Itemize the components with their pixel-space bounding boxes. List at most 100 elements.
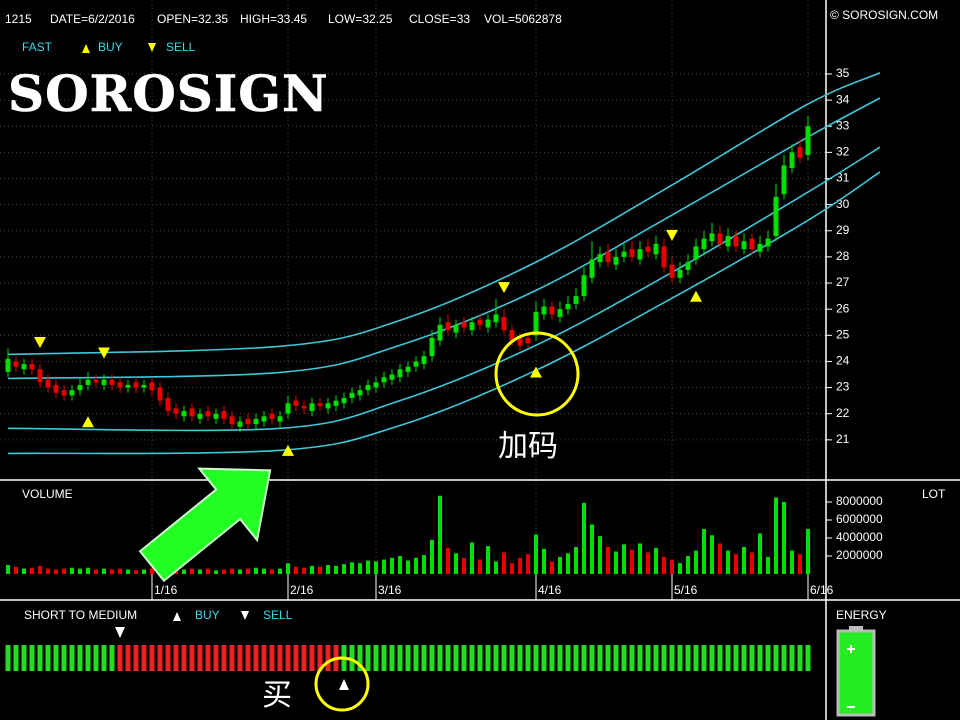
volume-bar xyxy=(150,568,154,574)
candle-body xyxy=(621,251,627,257)
signal-bar xyxy=(645,645,651,671)
candle-body xyxy=(685,262,691,270)
signal-bar xyxy=(573,645,579,671)
signal-bar xyxy=(781,645,787,671)
signal-bar xyxy=(693,645,699,671)
signal-bar xyxy=(389,645,395,671)
volume-bar xyxy=(654,547,658,574)
buy-marker xyxy=(82,416,94,428)
volume-bar xyxy=(558,556,562,574)
y-tick-label: 21 xyxy=(836,432,850,446)
signal-bar xyxy=(285,645,291,671)
volume-bar xyxy=(6,565,10,574)
buy-marker xyxy=(282,444,294,456)
channel-line xyxy=(7,72,881,356)
candle-body xyxy=(341,398,347,404)
candle-body xyxy=(93,379,99,383)
candle-body xyxy=(461,322,467,328)
candle-body xyxy=(525,337,531,344)
signal-bar xyxy=(69,645,75,671)
volume-bar xyxy=(238,569,242,574)
signal-bar xyxy=(149,645,155,671)
candle-body xyxy=(85,379,91,385)
candle-body xyxy=(317,403,323,406)
signal-bar xyxy=(269,645,275,671)
candle-body xyxy=(429,337,435,357)
volume-bar xyxy=(790,550,794,574)
candle-body xyxy=(5,358,11,372)
signal-bar xyxy=(357,645,363,671)
candle-body xyxy=(509,330,515,341)
candle-body xyxy=(469,322,475,331)
volume-bar xyxy=(126,569,130,574)
signal-bar xyxy=(349,645,355,671)
volume-bar xyxy=(446,547,450,574)
signal-bar xyxy=(773,645,779,671)
signal-bar xyxy=(365,645,371,671)
highlight-circle xyxy=(494,331,580,417)
candle-body xyxy=(749,238,755,250)
candle-body xyxy=(325,403,331,409)
legend-buy: BUY xyxy=(98,40,123,54)
signal-bar xyxy=(189,645,195,671)
volume-bar xyxy=(110,569,114,574)
highlight-circle xyxy=(314,656,370,712)
candle-body xyxy=(173,408,179,414)
sell-icon xyxy=(241,611,249,620)
y-tick-label: 23 xyxy=(836,380,850,394)
signal-bar xyxy=(701,645,707,671)
signal-bar xyxy=(109,645,115,671)
volume-bar xyxy=(182,569,186,574)
candle-body xyxy=(517,337,523,346)
volume-bar xyxy=(462,557,466,574)
signal-bar xyxy=(173,645,179,671)
candle-body xyxy=(541,306,547,315)
volume: VOL=5062878 xyxy=(484,12,562,26)
volume-bar xyxy=(54,569,58,574)
signal-bar xyxy=(13,645,19,671)
energy-title: ENERGY xyxy=(836,608,887,622)
volume-bar xyxy=(254,567,258,574)
x-tick-label: 1/16 xyxy=(154,583,178,597)
volume-bar xyxy=(422,555,426,574)
legend-fast: FAST xyxy=(22,40,53,54)
candle-body xyxy=(669,264,675,278)
candle-body xyxy=(613,256,619,265)
volume-bar xyxy=(686,556,690,574)
volume-bar xyxy=(262,568,266,574)
signal-bar xyxy=(493,645,499,671)
signal-bar xyxy=(677,645,683,671)
signal-bar xyxy=(117,645,123,671)
volume-bar xyxy=(750,552,754,574)
volume-bar xyxy=(510,563,514,574)
signal-bar xyxy=(205,645,211,671)
volume-bar xyxy=(318,566,322,574)
volume-bar xyxy=(782,502,786,574)
sell-marker xyxy=(98,347,110,359)
y-tick-label: 26 xyxy=(836,301,850,315)
volume-unit: LOT xyxy=(922,487,946,501)
volume-bar xyxy=(742,547,746,574)
volume-bar xyxy=(302,567,306,574)
candle-body xyxy=(741,241,747,250)
signal-bar xyxy=(429,645,435,671)
y-tick-label: 22 xyxy=(836,406,850,420)
date: DATE=6/2/2016 xyxy=(50,12,135,26)
signal-bar xyxy=(525,645,531,671)
volume-bar xyxy=(454,553,458,574)
signal-bar xyxy=(685,645,691,671)
x-tick-label: 2/16 xyxy=(290,583,314,597)
candle-body xyxy=(221,411,227,419)
high: HIGH=33.45 xyxy=(240,12,307,26)
volume-bar xyxy=(38,565,42,574)
volume-bar xyxy=(758,533,762,574)
volume-bar xyxy=(358,563,362,574)
volume-bar xyxy=(366,560,370,574)
volume-bar xyxy=(598,536,602,574)
signal-bar xyxy=(253,645,259,671)
candle-body xyxy=(501,317,507,331)
candle-body xyxy=(629,249,635,257)
volume-bar xyxy=(382,559,386,574)
candle-body xyxy=(333,400,339,406)
candle-body xyxy=(717,233,723,244)
